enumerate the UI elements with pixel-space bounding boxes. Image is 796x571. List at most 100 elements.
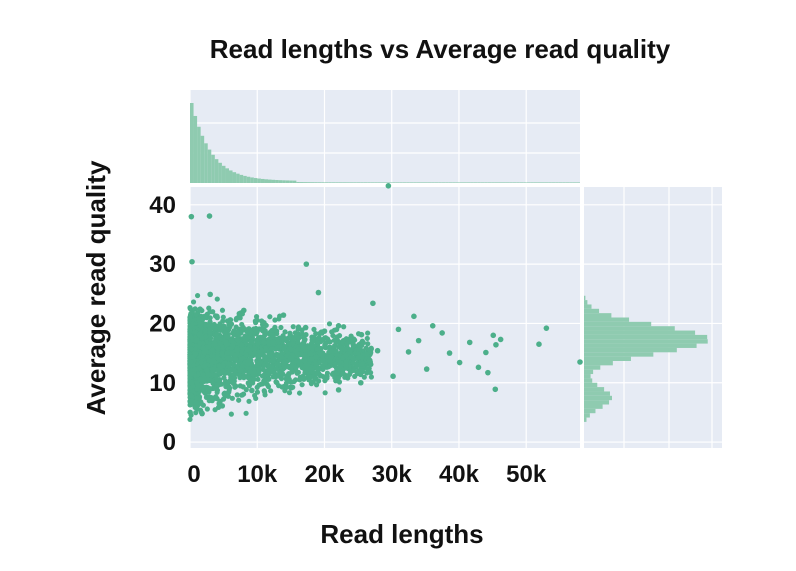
point — [270, 339, 277, 346]
point — [301, 375, 307, 381]
point — [287, 355, 293, 361]
x-hist-bar — [253, 178, 258, 183]
point — [229, 342, 236, 348]
point — [329, 371, 336, 377]
point — [303, 261, 310, 267]
x-hist-bar — [289, 180, 293, 183]
point — [330, 332, 336, 339]
point — [196, 331, 202, 338]
x-hist-background — [190, 90, 580, 183]
point — [332, 361, 338, 367]
x-hist-bar — [229, 170, 233, 183]
point — [237, 367, 244, 374]
x-tick-label: 40k — [439, 461, 480, 488]
point — [267, 353, 274, 359]
y-hist-bar — [584, 378, 593, 383]
point — [192, 306, 198, 312]
point — [234, 392, 240, 398]
y-marginal-histogram — [584, 187, 722, 448]
point — [227, 317, 234, 323]
x-hist-bar — [282, 180, 286, 183]
x-hist-bar — [338, 182, 343, 183]
point — [238, 356, 244, 362]
x-hist-bar — [555, 182, 559, 183]
point — [206, 357, 212, 364]
point — [290, 384, 296, 390]
y-hist-bar — [584, 304, 592, 309]
point — [253, 395, 259, 402]
point — [355, 368, 361, 374]
point — [245, 335, 251, 341]
point — [224, 350, 231, 356]
x-hist-bar — [505, 182, 510, 183]
x-hist-bar — [530, 182, 534, 183]
point — [353, 362, 359, 368]
point — [268, 388, 274, 394]
point — [233, 315, 240, 322]
point — [364, 370, 370, 376]
point — [280, 371, 286, 377]
point — [291, 334, 298, 341]
point — [241, 375, 247, 381]
point — [253, 327, 259, 333]
point — [218, 325, 224, 331]
y-hist-bar — [584, 356, 631, 361]
point — [299, 331, 306, 337]
point — [311, 326, 317, 332]
point — [193, 337, 200, 343]
x-hist-bar — [572, 182, 577, 183]
point — [395, 326, 402, 333]
point — [309, 340, 315, 346]
point — [252, 367, 258, 373]
point — [197, 376, 203, 383]
point — [209, 395, 215, 401]
point — [231, 375, 238, 381]
x-hist-bar — [533, 182, 538, 183]
point — [188, 346, 195, 352]
point — [313, 354, 319, 360]
point — [211, 321, 217, 328]
point — [335, 387, 342, 393]
point — [385, 183, 392, 189]
point — [249, 387, 255, 394]
x-hist-bar — [264, 179, 268, 183]
point — [188, 334, 194, 340]
x-hist-bar — [317, 182, 322, 183]
x-hist-bar — [243, 175, 247, 183]
x-hist-bar — [519, 182, 524, 183]
point — [295, 326, 301, 332]
x-hist-bar — [377, 182, 382, 183]
point — [323, 345, 329, 351]
point — [368, 361, 374, 368]
point — [256, 382, 262, 388]
point — [214, 355, 221, 361]
point — [245, 374, 251, 381]
x-hist-bar — [356, 182, 361, 183]
point — [352, 373, 358, 380]
x-hist-bar — [477, 182, 481, 183]
point — [193, 312, 199, 318]
point — [222, 330, 228, 336]
point — [332, 342, 338, 349]
point — [492, 386, 499, 393]
x-hist-bar — [480, 182, 485, 183]
point — [225, 380, 232, 386]
point — [193, 400, 199, 406]
point — [216, 363, 223, 369]
point — [207, 291, 213, 298]
x-hist-bar — [324, 182, 329, 183]
point — [194, 395, 200, 401]
point — [364, 351, 370, 357]
y-tick-label: 10 — [149, 370, 176, 397]
x-hist-bar — [424, 182, 428, 183]
point — [316, 335, 322, 341]
point — [307, 350, 313, 357]
point — [309, 356, 315, 362]
point — [207, 315, 213, 321]
point — [370, 300, 376, 307]
x-hist-bar — [190, 103, 194, 183]
point — [302, 357, 308, 363]
y-hist-bar — [584, 321, 652, 327]
point — [331, 337, 337, 343]
x-hist-bar — [544, 182, 549, 183]
